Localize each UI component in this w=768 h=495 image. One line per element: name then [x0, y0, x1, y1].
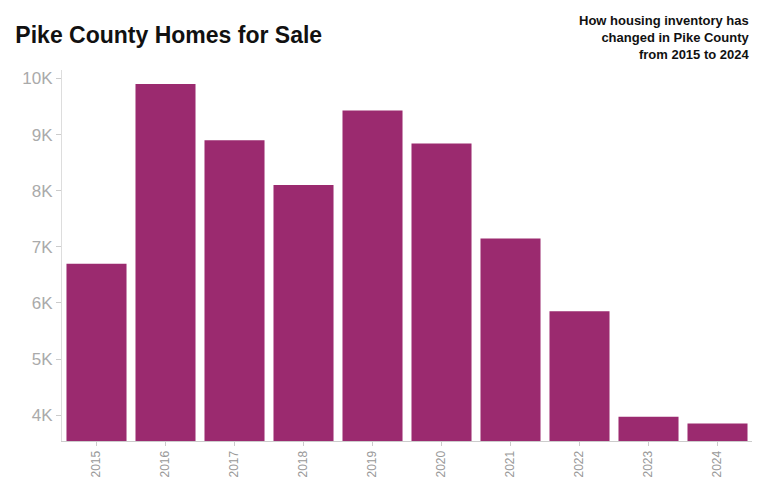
svg-text:2015: 2015: [89, 450, 103, 477]
svg-text:4K: 4K: [32, 406, 53, 425]
svg-text:7K: 7K: [32, 238, 53, 257]
svg-text:2024: 2024: [710, 450, 724, 477]
svg-text:6K: 6K: [32, 294, 53, 313]
svg-text:10K: 10K: [22, 69, 53, 88]
svg-text:2019: 2019: [365, 450, 379, 477]
svg-text:2020: 2020: [434, 450, 448, 477]
svg-text:2022: 2022: [572, 450, 586, 477]
svg-text:How housing inventory haschang: How housing inventory haschanged in Pike…: [579, 13, 750, 62]
svg-text:9K: 9K: [32, 126, 53, 145]
svg-text:8K: 8K: [32, 182, 53, 201]
svg-text:2023: 2023: [641, 450, 655, 477]
svg-text:Pike County Homes for Sale: Pike County Homes for Sale: [15, 22, 322, 48]
svg-text:2021: 2021: [503, 450, 517, 477]
svg-text:2016: 2016: [158, 450, 172, 477]
svg-text:2018: 2018: [296, 450, 310, 477]
svg-text:5K: 5K: [32, 350, 53, 369]
svg-text:2017: 2017: [227, 450, 241, 477]
